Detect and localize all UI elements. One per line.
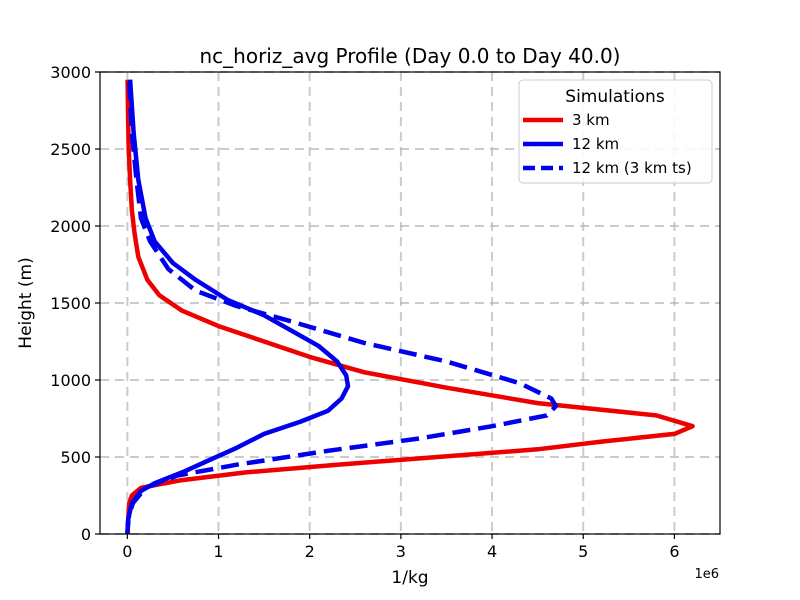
chart-title: nc_horiz_avg Profile (Day 0.0 to Day 40.… <box>200 44 621 68</box>
y-tick-label: 500 <box>60 448 91 467</box>
y-tick-label: 2500 <box>50 140 91 159</box>
x-tick-label: 6 <box>669 542 679 561</box>
x-tick-label: 0 <box>122 542 132 561</box>
y-tick-label: 0 <box>81 525 91 544</box>
x-tick-label: 5 <box>578 542 588 561</box>
x-tick-label: 2 <box>305 542 315 561</box>
legend-entries: 3 km 12 km 12 km (3 km ts) <box>523 111 692 177</box>
x-tick-label: 1 <box>213 542 223 561</box>
legend-label: 12 km (3 km ts) <box>572 159 692 177</box>
legend-box <box>518 79 713 184</box>
y-tick-label: 2000 <box>50 217 91 236</box>
legend-title: Simulations <box>565 87 665 107</box>
y-axis-ticks: 0 500 1000 1500 2000 2500 3000 <box>50 63 100 544</box>
y-axis-label: Height (m) <box>16 257 36 348</box>
legend-label: 3 km <box>572 111 610 129</box>
legend-label: 12 km <box>572 135 619 153</box>
x-axis-ticks: 0 1 2 3 4 5 6 <box>122 534 680 561</box>
series-line-1 <box>125 79 695 535</box>
series-lines <box>125 79 695 535</box>
x-axis-label: 1/kg <box>391 568 428 588</box>
x-axis-offset-label: 1e6 <box>694 567 719 582</box>
legend: Simulations 3 km 12 km 12 km (3 km ts) <box>518 79 713 184</box>
x-tick-label: 3 <box>396 542 406 561</box>
y-tick-label: 3000 <box>50 63 91 82</box>
y-tick-label: 1000 <box>50 371 91 390</box>
x-tick-label: 4 <box>487 542 497 561</box>
y-tick-label: 1500 <box>50 294 91 313</box>
series-line-3 <box>125 79 559 535</box>
